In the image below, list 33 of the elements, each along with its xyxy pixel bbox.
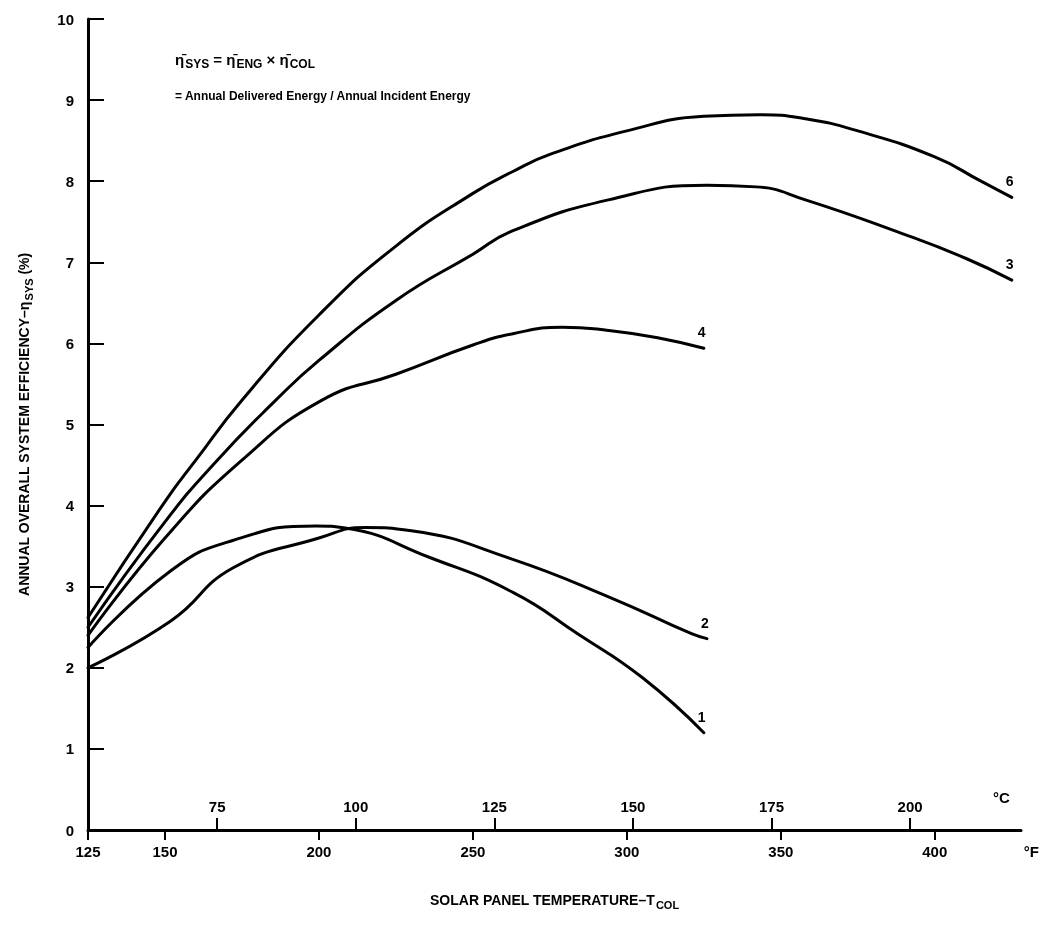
- y-tick-label: 10: [57, 10, 74, 28]
- text: °F: [1023, 843, 1040, 860]
- y-tick-label: 9: [65, 91, 74, 109]
- x2-tick-label: 125: [481, 798, 507, 815]
- x-tick-label: 250: [460, 843, 486, 860]
- y-tick-label: 6: [65, 334, 74, 352]
- y-tick-label: 2: [65, 659, 74, 677]
- series-label: 3: [1005, 256, 1014, 273]
- series-label: 2: [700, 614, 709, 631]
- x-tick-label: 350: [768, 843, 794, 860]
- y-tick-label: 4: [65, 497, 75, 515]
- y-axis-title: ANNUAL OVERALL SYSTEM EFFICIENCY–ηSYS (%): [16, 252, 35, 596]
- x2-tick-label: 100: [343, 798, 369, 815]
- x-tick-label: 125: [75, 843, 101, 860]
- y-tick-label: 0: [65, 821, 74, 839]
- y-tick-label: 8: [65, 172, 74, 190]
- x2-tick-label: 200: [897, 798, 923, 815]
- y-tick-label: 5: [65, 416, 74, 433]
- x2-tick-label: 175: [759, 798, 785, 815]
- annotation: = Annual Delivered Energy / Annual Incident Energy: [175, 89, 471, 103]
- x2-tick-label: 150: [620, 798, 646, 815]
- y-tick-label: 3: [65, 578, 74, 596]
- series-label: 6: [1005, 173, 1014, 190]
- x2-axis-title: °C: [993, 789, 1010, 806]
- y-tick-label: 1: [65, 740, 74, 758]
- series-label: 1: [697, 708, 706, 725]
- x-tick-label: 400: [922, 843, 948, 860]
- x2-tick-label: 75: [208, 798, 226, 815]
- x-tick-label: 300: [614, 843, 640, 860]
- y-tick-label: 7: [65, 253, 74, 271]
- x-tick-label: 150: [152, 843, 178, 860]
- series-label: 4: [697, 324, 706, 341]
- x-tick-label: 200: [306, 843, 332, 860]
